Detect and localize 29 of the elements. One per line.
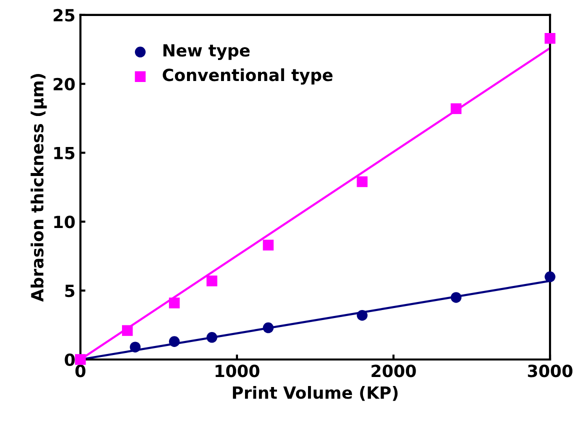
point: [206, 332, 218, 343]
legend-label: Conventional type: [162, 68, 333, 85]
y-tick-label: 20: [54, 78, 75, 90]
y-tick-label: 5: [65, 284, 74, 298]
point: [122, 325, 133, 336]
point: [75, 354, 86, 365]
point: [450, 292, 462, 303]
x-tick-label: 0: [75, 364, 86, 378]
point: [130, 342, 141, 352]
x-tick-label: 3000: [528, 364, 572, 378]
point: [262, 240, 274, 250]
x-axis-title: Print Volume (KP): [232, 386, 398, 401]
point: [206, 276, 218, 286]
x-tick-label: 1000: [216, 364, 260, 378]
x-tick-label: 2000: [372, 364, 416, 378]
y-tick-label: 25: [54, 8, 74, 22]
point: [544, 271, 556, 282]
point: [262, 322, 274, 334]
y-tick-label: 10: [54, 216, 75, 228]
point: [544, 33, 556, 44]
y-tick-label: 0: [64, 353, 75, 366]
y-tick-label: 15: [54, 146, 74, 160]
point: [356, 176, 368, 188]
point: [168, 336, 180, 347]
y-axis-title: Abrasion thickness (μm): [30, 74, 47, 302]
point: [356, 310, 368, 321]
point: [168, 298, 180, 308]
legend-label: New type: [163, 44, 250, 60]
point: [450, 103, 462, 114]
